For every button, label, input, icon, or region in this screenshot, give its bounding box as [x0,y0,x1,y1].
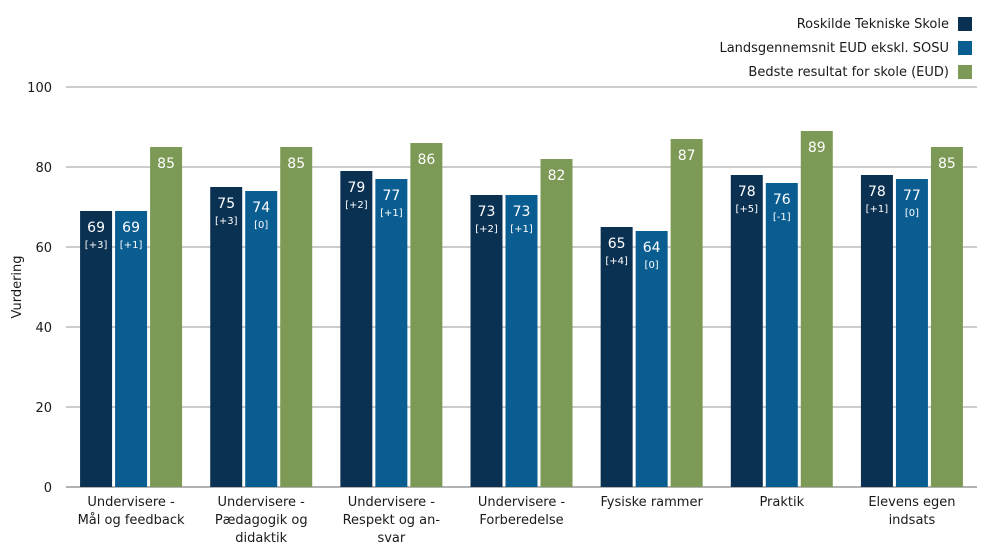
bar [470,195,503,487]
data-label: 77 [382,188,400,204]
bar [210,187,243,487]
y-tick-label: 80 [35,161,52,176]
bar [505,195,538,487]
bar [635,231,668,487]
data-label: 85 [938,156,956,172]
change-label: [+2] [475,224,498,235]
x-tick-label: Elevens egen [868,495,955,510]
x-tick-label: indsats [889,513,936,528]
legend-label: Landsgennemsnit EUD ekskl. SOSU [719,40,949,56]
y-tick-label: 40 [35,321,52,336]
y-tick-label: 100 [27,81,52,96]
legend-swatch [958,41,972,55]
data-label: 78 [868,184,886,200]
y-tick-label: 60 [35,241,52,256]
bar [245,191,278,487]
legend-label: Bedste resultat for skole (EUD) [748,64,949,80]
change-label: [+4] [605,256,628,267]
x-tick-label: didaktik [235,531,287,546]
x-tick-label: Undervisere - [348,495,436,510]
change-label: [+3] [215,216,238,227]
x-tick-label: Mål og feedback [78,513,185,528]
change-label: [+1] [866,204,889,215]
change-label: [+5] [736,204,759,215]
data-label: 65 [608,236,626,252]
data-label: 64 [643,240,661,256]
y-tick-label: 0 [44,481,52,496]
x-tick-label: svar [377,531,405,546]
bar [375,179,408,487]
bar [800,131,833,487]
data-label: 85 [287,156,305,172]
data-label: 73 [478,204,496,220]
data-label: 73 [513,204,531,220]
x-tick-label: Forberedelse [479,513,563,528]
bar [115,211,148,487]
bar [895,179,928,487]
data-label: 85 [157,156,175,172]
data-label: 82 [548,168,566,184]
legend-item-bedste: Bedste resultat for skole (EUD) [572,60,972,84]
bar [765,183,798,487]
data-label: 75 [217,196,235,212]
x-tick-label: Pædagogik og [215,513,308,528]
bar [150,147,183,487]
bar [670,139,703,487]
change-label: [+1] [120,240,143,251]
change-label: [0] [254,220,268,231]
change-label: [+3] [85,240,108,251]
change-label: [0] [905,208,919,219]
data-label: 87 [678,148,696,164]
data-label: 69 [87,220,105,236]
x-tick-label: Undervisere - [87,495,175,510]
data-label: 89 [808,140,826,156]
bar [930,147,963,487]
legend-item-roskilde: Roskilde Tekniske Skole [572,12,972,36]
y-tick-label: 20 [35,401,52,416]
legend: Roskilde Tekniske Skole Landsgennemsnit … [572,12,972,84]
legend-swatch [958,17,972,31]
bar [540,159,573,487]
bar [280,147,313,487]
bar [340,171,373,487]
bar [600,227,633,487]
x-tick-label: Undervisere - [218,495,306,510]
bar [80,211,113,487]
legend-label: Roskilde Tekniske Skole [796,16,949,32]
change-label: [0] [645,260,659,271]
legend-item-landsgennemsnit: Landsgennemsnit EUD ekskl. SOSU [572,36,972,60]
data-label: 79 [347,180,365,196]
legend-swatch [958,65,972,79]
x-tick-label: Undervisere - [478,495,566,510]
data-label: 74 [252,200,270,216]
data-label: 77 [903,188,921,204]
data-label: 69 [122,220,140,236]
y-axis-label: Vurdering [10,255,25,318]
x-tick-label: Respekt og an- [343,513,441,528]
data-label: 78 [738,184,756,200]
change-label: [+2] [345,200,368,211]
x-tick-label: Praktik [759,495,804,510]
x-tick-label: Fysiske rammer [600,495,703,510]
change-label: [+1] [380,208,403,219]
bar [860,175,893,487]
data-label: 86 [417,152,435,168]
data-label: 76 [773,192,791,208]
bar [410,143,443,487]
change-label: [+1] [510,224,533,235]
change-label: [-1] [773,212,791,223]
bar [730,175,763,487]
